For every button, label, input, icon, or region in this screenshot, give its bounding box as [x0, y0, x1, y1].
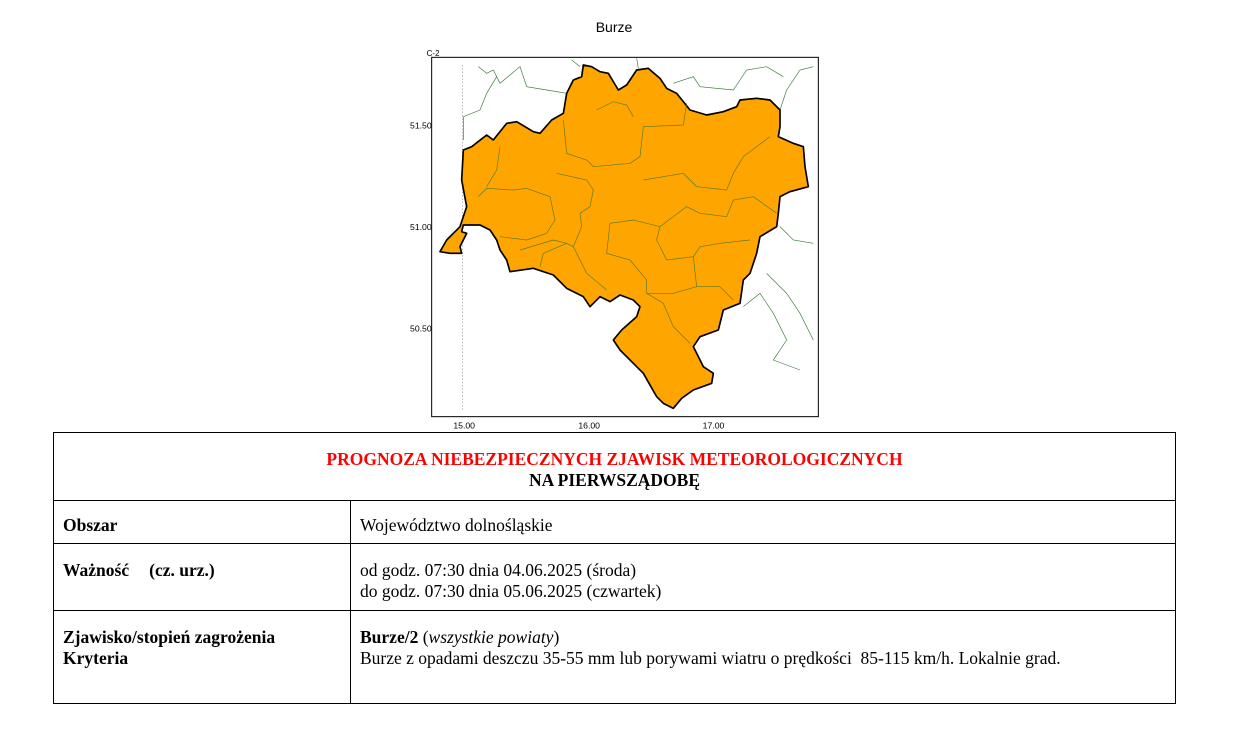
table-row: Ważność (cz. urz.) od godz. 07:30 dnia 04… — [53, 543, 1176, 611]
lon-label: 17.00 — [703, 420, 725, 430]
corner-label: C-2 — [427, 49, 440, 58]
lat-label: 50.50 — [410, 324, 432, 334]
lon-label: 16.00 — [578, 420, 600, 430]
county-borders — [478, 101, 777, 344]
criteria-text: Burze z opadami deszczu 35-55 mm lub por… — [360, 648, 1061, 668]
valid-from: od godz. 07:30 dnia 04.06.2025 (środa) — [360, 560, 637, 580]
lat-label: 51.00 — [410, 222, 432, 232]
row-label: Zjawisko/stopień zagrożenia — [63, 627, 276, 647]
lon-label: 15.00 — [453, 420, 475, 430]
table-header: PROGNOZA NIEBEZPIECZNYCH ZJAWISK METEORO… — [53, 432, 1176, 501]
row-label: Kryteria — [63, 648, 129, 668]
row-value: Województwo dolnośląskie — [360, 515, 553, 535]
table-row: Obszar Województwo dolnośląskie — [53, 500, 1176, 544]
map-title: Burze — [595, 19, 633, 35]
warning-title: PROGNOZA NIEBEZPIECZNYCH ZJAWISK METEORO… — [326, 449, 903, 469]
row-label: Obszar — [63, 515, 118, 535]
neighbor-borders — [463, 58, 814, 371]
phenomenon-scope: wszystkie powiaty — [428, 627, 554, 647]
row-label-suffix: (cz. urz.) — [149, 560, 215, 580]
warning-map: C-2 51.50 51.00 50.50 15.00 16.00 17.00 — [410, 49, 819, 430]
phenomenon-level: Burze/2 — [360, 627, 419, 647]
valid-to: do godz. 07:30 dnia 05.06.2025 (czwartek… — [360, 581, 662, 601]
table-row: Zjawisko/stopień zagrożenia Kryteria Bur… — [53, 610, 1176, 704]
warning-subtitle: NA PIERWSZĄDOBĘ — [528, 470, 701, 490]
dolnoslaskie-region — [439, 64, 810, 410]
row-label: Ważność — [63, 560, 130, 580]
warning-table: PROGNOZA NIEBEZPIECZNYCH ZJAWISK METEORO… — [53, 432, 1176, 704]
lat-label: 51.50 — [410, 120, 432, 130]
